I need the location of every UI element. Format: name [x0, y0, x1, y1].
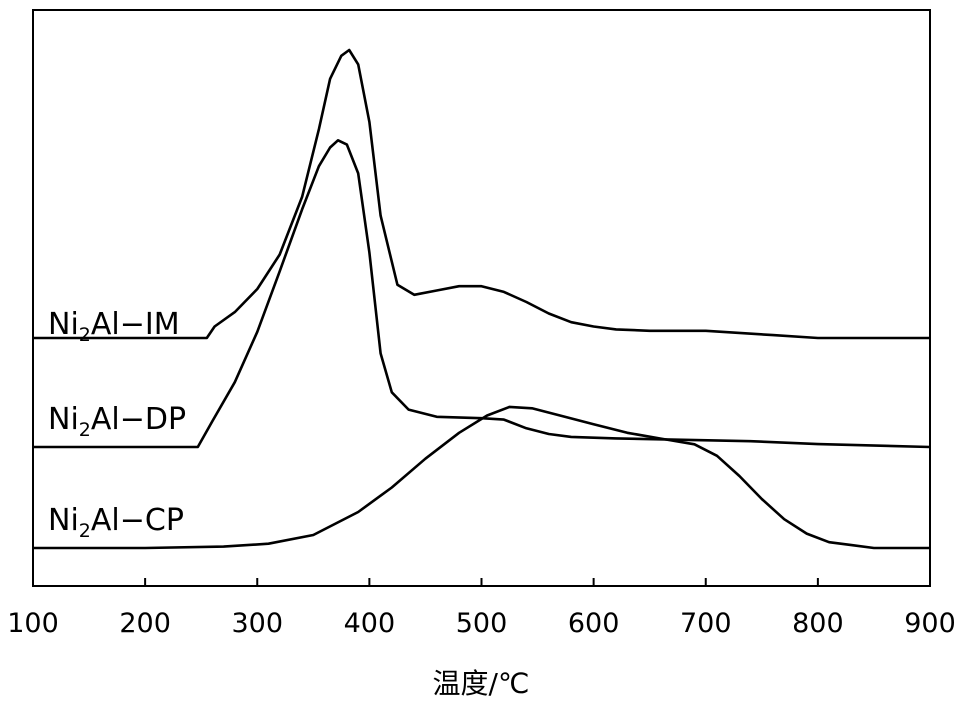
x-tick-label: 700 — [680, 608, 732, 639]
series-label-part: Al−DP — [91, 402, 186, 437]
series-label-part: Ni — [48, 503, 79, 538]
series-layer — [33, 48, 931, 550]
series-label-part: Al−CP — [91, 503, 184, 538]
series-label-part: Ni — [48, 402, 79, 437]
series-label-2: Ni2Al−DP — [48, 402, 186, 441]
series-label-1: Ni2Al−IM — [48, 307, 180, 346]
series-line-3 — [33, 405, 930, 550]
x-tick-label: 300 — [231, 608, 283, 639]
series-label-subscript: 2 — [79, 324, 91, 346]
x-tick-label: 200 — [119, 608, 171, 639]
x-tick-label: 100 — [7, 608, 59, 639]
series-line-1 — [33, 48, 930, 340]
x-tick-label: 800 — [792, 608, 844, 639]
x-tick-label: 900 — [904, 608, 956, 639]
x-axis-title: 温度/℃ — [433, 667, 530, 700]
x-tick-label: 500 — [456, 608, 508, 639]
series-label-3: Ni2Al−CP — [48, 503, 184, 542]
x-tick-label: 600 — [568, 608, 620, 639]
series-label-subscript: 2 — [79, 419, 91, 441]
series-label-subscript: 2 — [79, 520, 91, 542]
plot-frame — [32, 9, 931, 587]
series-label-part: Ni — [48, 307, 79, 342]
x-axis-tick-labels: 100 200 300 400 500 600 700 800 900 — [7, 608, 956, 639]
series-line-2 — [33, 139, 931, 449]
x-axis-ticks — [32, 578, 931, 586]
x-tick-label: 400 — [344, 608, 396, 639]
series-label-part: Al−IM — [91, 307, 180, 342]
